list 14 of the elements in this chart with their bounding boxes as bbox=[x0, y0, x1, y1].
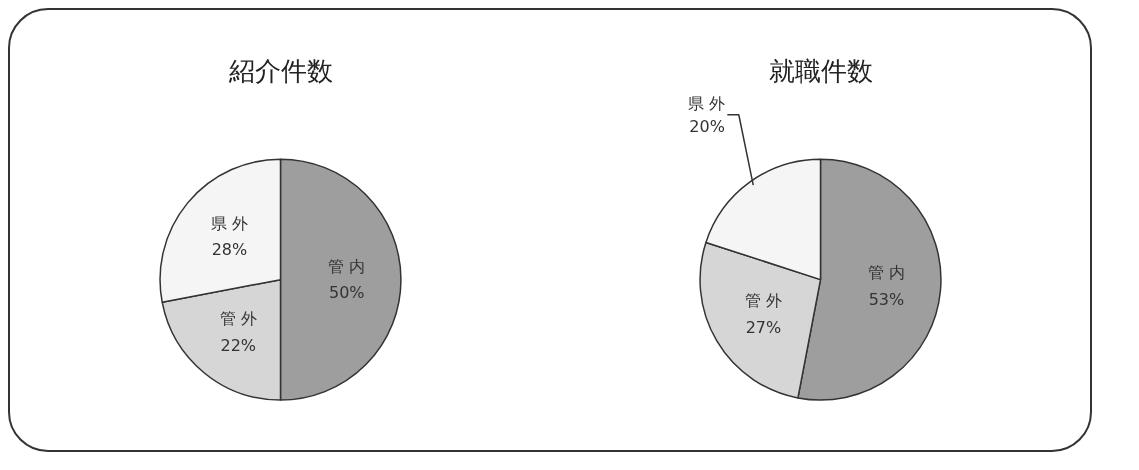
chart-title: 紹介件数 bbox=[227, 55, 333, 86]
slice-label: 県 外 bbox=[210, 213, 248, 233]
data-label: 20% bbox=[689, 116, 725, 136]
data-label: 27% bbox=[745, 317, 782, 337]
data-label: 22% bbox=[220, 335, 257, 355]
data-label: 50% bbox=[328, 283, 365, 303]
chart-title: 就職件数 bbox=[768, 55, 873, 86]
data-label: 28% bbox=[211, 240, 248, 260]
slice-label: 県 外 bbox=[687, 93, 725, 113]
slice-label: 管 外 bbox=[744, 291, 783, 311]
data-label: 53% bbox=[868, 289, 905, 309]
slice-label: 管 外 bbox=[219, 308, 257, 328]
slice-label: 管 内 bbox=[328, 256, 366, 276]
slice-label: 管 内 bbox=[867, 263, 906, 283]
